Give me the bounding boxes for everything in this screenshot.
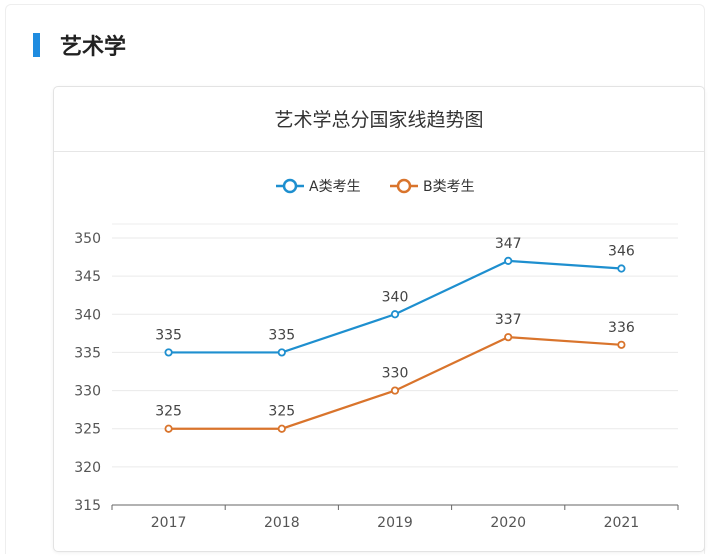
x-tick-label: 2019 [377,515,413,531]
data-point [617,264,626,273]
y-tick-label: 315 [74,498,101,514]
section-title: 艺术学 [60,35,127,60]
legend-item-marker[interactable] [396,178,412,194]
y-tick-label: 340 [74,307,101,323]
data-point [277,424,286,433]
chart-card-header: 艺术学总分国家线趋势图 [54,87,704,152]
legend-item-label[interactable]: A类考生 [309,179,361,195]
data-label: 336 [608,320,635,336]
y-tick-label: 345 [74,269,101,285]
y-tick-label: 325 [74,422,101,438]
x-tick-label: 2017 [151,515,187,531]
legend-item-label[interactable]: B类考生 [423,179,475,195]
data-point [390,386,400,395]
y-tick-label: 350 [74,231,101,247]
series-line [168,259,622,354]
y-tick-label: 330 [74,384,101,400]
data-point [277,348,286,357]
data-point [504,256,513,265]
data-label: 325 [268,404,295,420]
x-tick-label: 2020 [490,515,526,531]
data-label: 346 [608,244,635,260]
x-tick-label: 2018 [264,515,300,531]
chart-title: 艺术学总分国家线趋势图 [274,109,484,131]
data-label: 330 [382,366,409,382]
x-tick-label: 2021 [604,515,640,531]
series-line [168,336,622,430]
data-point [164,424,173,433]
data-point [504,333,513,342]
data-label: 335 [155,327,182,343]
data-label: 347 [495,236,522,252]
data-label: 325 [155,404,182,420]
data-label: 337 [495,312,522,328]
y-tick-label: 335 [74,345,101,361]
data-label: 340 [382,289,409,305]
data-label: 335 [268,327,295,343]
y-tick-label: 320 [74,460,101,476]
data-point [617,340,626,349]
section-accent-bar [33,33,40,57]
data-point [390,310,400,319]
legend-item-marker[interactable] [282,178,298,194]
data-point [164,348,173,357]
